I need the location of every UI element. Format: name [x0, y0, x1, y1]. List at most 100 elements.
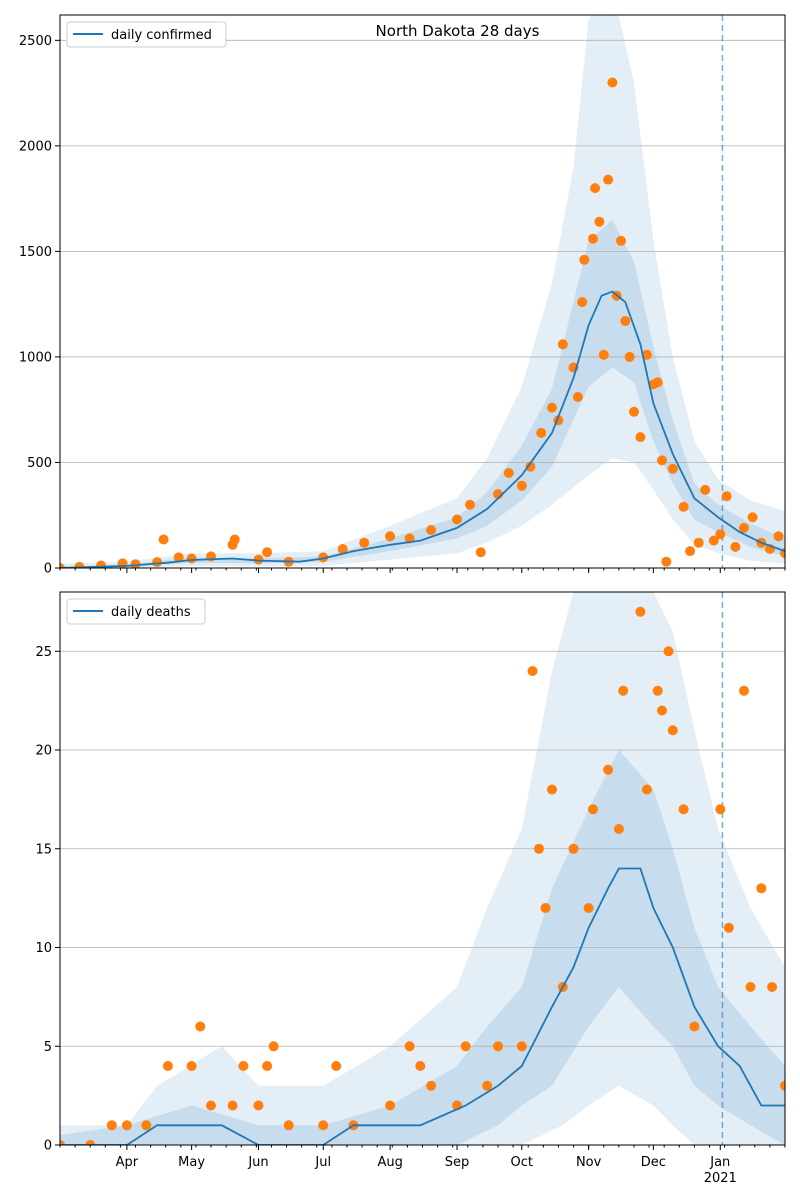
observed-point	[715, 529, 726, 540]
x-tick-label: Apr	[116, 1155, 139, 1170]
year-label: 2021	[704, 1171, 737, 1186]
observed-point	[598, 349, 609, 360]
observed-point	[493, 1041, 503, 1052]
observed-point	[568, 843, 579, 854]
observed-point	[739, 685, 749, 696]
observed-point	[572, 392, 583, 402]
x-tick-label: Nov	[576, 1155, 602, 1170]
observed-point	[227, 1100, 238, 1111]
legend-box	[66, 21, 227, 48]
y-tick-label: 2500	[19, 34, 52, 49]
observed-point	[60, 1140, 65, 1145]
confirmed-panel: 0 500 1000 1500 2000 2500 North Dakota 28 day…	[19, 14, 786, 577]
observed-point	[527, 666, 538, 676]
legend-label: daily confirmed	[111, 28, 212, 43]
observed-point	[641, 349, 652, 360]
observed-point	[588, 804, 598, 815]
observed-point	[534, 843, 544, 854]
observed-point	[590, 183, 601, 194]
uncertainty-band-95	[60, 592, 785, 1145]
observed-point	[652, 685, 663, 696]
x-tick-label: Jul	[314, 1155, 331, 1170]
observed-point	[173, 552, 184, 563]
observed-point	[283, 1120, 294, 1131]
y-tick-label: 15	[35, 842, 52, 857]
observed-point	[452, 514, 462, 525]
x-tick-label: Aug	[377, 1155, 402, 1170]
observed-point	[482, 1080, 493, 1091]
observed-point	[540, 903, 551, 913]
observed-point	[106, 1120, 117, 1131]
observed-point	[557, 339, 568, 350]
observed-point	[579, 254, 590, 265]
observed-point	[516, 480, 527, 491]
observed-point	[96, 560, 106, 568]
observed-point	[723, 922, 734, 933]
confirmed-line	[60, 290, 785, 568]
observed-point	[618, 685, 629, 696]
observed-point	[667, 725, 678, 736]
observed-point	[516, 1041, 527, 1052]
observed-point	[229, 534, 240, 545]
x-tick-label: May	[178, 1155, 205, 1170]
observed-point	[700, 484, 711, 495]
legend-box	[66, 598, 206, 625]
y-tick-label: 2000	[19, 139, 52, 154]
observed-point	[773, 531, 784, 542]
observed-point	[262, 1061, 273, 1071]
observed-point	[158, 534, 169, 545]
observed-point	[657, 455, 667, 466]
observed-point	[186, 1061, 197, 1071]
observed-point	[652, 377, 663, 388]
observed-point	[60, 563, 65, 568]
observed-point	[689, 1021, 700, 1032]
confirmed-legend: daily confirmed	[66, 21, 227, 48]
y-tick-label: 10	[35, 941, 52, 956]
observed-point	[721, 491, 732, 502]
y-tick-label: 0	[44, 562, 52, 577]
observed-point	[667, 463, 678, 474]
observed-point	[206, 1100, 216, 1111]
uncertainty-band-95	[60, 15, 785, 568]
observed-point	[547, 784, 557, 795]
y-tick-label: 0	[44, 1139, 52, 1154]
observed-point	[607, 77, 618, 88]
observed-point	[121, 1120, 132, 1131]
deaths-line	[60, 867, 785, 1145]
y-tick-label: 20	[35, 744, 52, 759]
observed-point	[465, 499, 475, 510]
observed-point	[426, 525, 437, 535]
observed-point	[385, 1100, 396, 1111]
observed-point	[613, 824, 624, 834]
y-tick-label: 500	[27, 456, 52, 471]
deaths-panel: 0 5 10 15 20 25 Apr May Jun Jul Aug Sep Oct Nov Dec Ja…	[35, 591, 786, 1186]
y-tick-label: 1500	[19, 245, 52, 260]
observed-point	[745, 982, 756, 992]
x-tick-label: Jun	[247, 1155, 268, 1170]
observed-point	[460, 1041, 471, 1052]
observed-point	[337, 544, 348, 554]
observed-point	[186, 553, 197, 564]
observed-point	[253, 1100, 264, 1111]
y-tick-label: 5	[44, 1040, 52, 1055]
observed-point	[262, 547, 273, 558]
observed-point	[318, 1120, 329, 1131]
deaths-legend: daily deaths	[66, 598, 206, 625]
observed-point	[739, 522, 749, 533]
y-tick-label: 1000	[19, 350, 52, 365]
x-tick-label: Dec	[641, 1155, 666, 1170]
observed-point	[616, 235, 626, 246]
observed-point	[85, 1140, 96, 1145]
x-tick-label: Jan	[709, 1155, 730, 1170]
observed-point	[603, 764, 614, 775]
legend-label: daily deaths	[111, 605, 191, 620]
observed-point	[525, 461, 536, 472]
observed-point	[756, 883, 767, 894]
observed-point	[641, 784, 652, 795]
observed-point	[730, 541, 741, 552]
observed-point	[708, 535, 719, 546]
observed-point	[141, 1120, 152, 1131]
observed-point	[577, 297, 588, 308]
observed-point	[404, 1041, 415, 1052]
